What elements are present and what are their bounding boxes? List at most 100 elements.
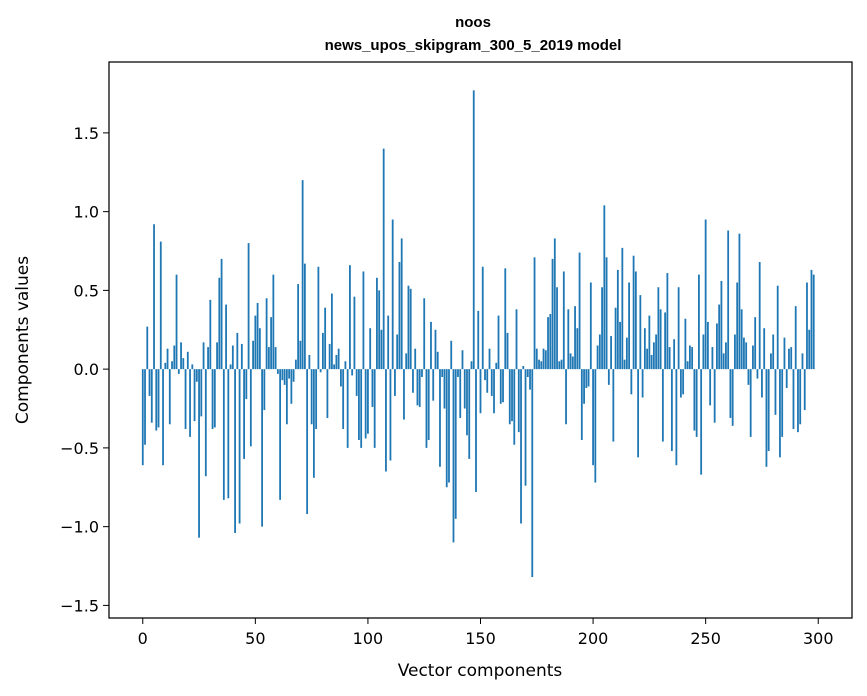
bar (569, 353, 572, 370)
bar (585, 369, 588, 389)
bar (292, 369, 295, 382)
bar (650, 354, 653, 370)
bar (614, 307, 617, 370)
bar (785, 369, 788, 389)
bar (272, 274, 275, 370)
bar (779, 369, 781, 458)
bar (430, 321, 432, 370)
bar (661, 369, 664, 442)
bar (630, 369, 633, 395)
bar (186, 351, 189, 370)
bar (400, 238, 403, 370)
bar (677, 287, 680, 370)
bar (162, 369, 164, 466)
bar (623, 359, 626, 370)
bar (367, 369, 369, 434)
bar (175, 274, 178, 370)
bar (218, 277, 221, 370)
bar (301, 180, 304, 370)
x-axis-label: Vector components (398, 661, 563, 681)
bar (664, 312, 667, 370)
bar (252, 340, 254, 370)
bar (540, 361, 543, 370)
bar (315, 369, 318, 429)
bar (459, 369, 462, 418)
bar (544, 350, 547, 370)
bar (484, 369, 486, 381)
bar (245, 369, 248, 400)
bar (522, 365, 525, 370)
bar (308, 354, 311, 370)
bar (756, 369, 759, 379)
bar (783, 337, 786, 370)
bar (808, 329, 811, 370)
bar (319, 369, 322, 373)
bar (551, 258, 554, 370)
bar (592, 369, 594, 466)
bar (797, 369, 799, 433)
bar (803, 369, 806, 411)
bar (675, 369, 678, 466)
bar (475, 369, 477, 492)
bar (470, 361, 473, 370)
bar (670, 369, 673, 452)
bar (369, 328, 372, 370)
bar (310, 369, 313, 425)
bar (542, 348, 545, 370)
bar (578, 252, 581, 370)
x-tick-label: 300 (803, 629, 834, 648)
bar (774, 369, 777, 415)
bar (342, 369, 345, 429)
bar (198, 369, 200, 538)
bar (698, 274, 700, 370)
bar (168, 369, 171, 425)
bar (810, 269, 813, 370)
bar (713, 369, 716, 423)
bar (806, 282, 808, 370)
bar (790, 347, 793, 370)
bar (770, 353, 772, 370)
bar (155, 369, 158, 431)
bar (195, 369, 198, 382)
bar (398, 262, 401, 370)
bar (324, 307, 327, 370)
bar (290, 369, 293, 404)
bar (146, 326, 149, 370)
bar (619, 321, 621, 370)
bar (391, 219, 394, 370)
bar (495, 362, 498, 370)
bar (711, 347, 714, 370)
bar (502, 369, 504, 403)
bar (450, 340, 453, 370)
bar (632, 255, 635, 370)
bar (794, 306, 797, 370)
bar (443, 369, 446, 409)
bar (727, 230, 730, 370)
bar (416, 369, 419, 406)
bar (504, 268, 507, 370)
bar (387, 315, 390, 370)
bar (349, 265, 351, 370)
bar (657, 287, 660, 370)
bar (216, 342, 218, 370)
bar (144, 369, 146, 445)
bar (243, 369, 245, 459)
bar (378, 290, 381, 370)
bar (331, 293, 333, 370)
bar (812, 274, 815, 370)
bar (679, 369, 682, 398)
bar (414, 348, 417, 370)
bar (707, 321, 709, 370)
bar (745, 342, 748, 370)
bar (490, 369, 493, 396)
bar (209, 299, 212, 370)
bar (303, 263, 306, 370)
bar (222, 369, 225, 500)
bar (603, 205, 606, 370)
bar (351, 369, 354, 376)
bar (439, 369, 441, 467)
bar (448, 369, 450, 483)
bar (749, 369, 752, 437)
